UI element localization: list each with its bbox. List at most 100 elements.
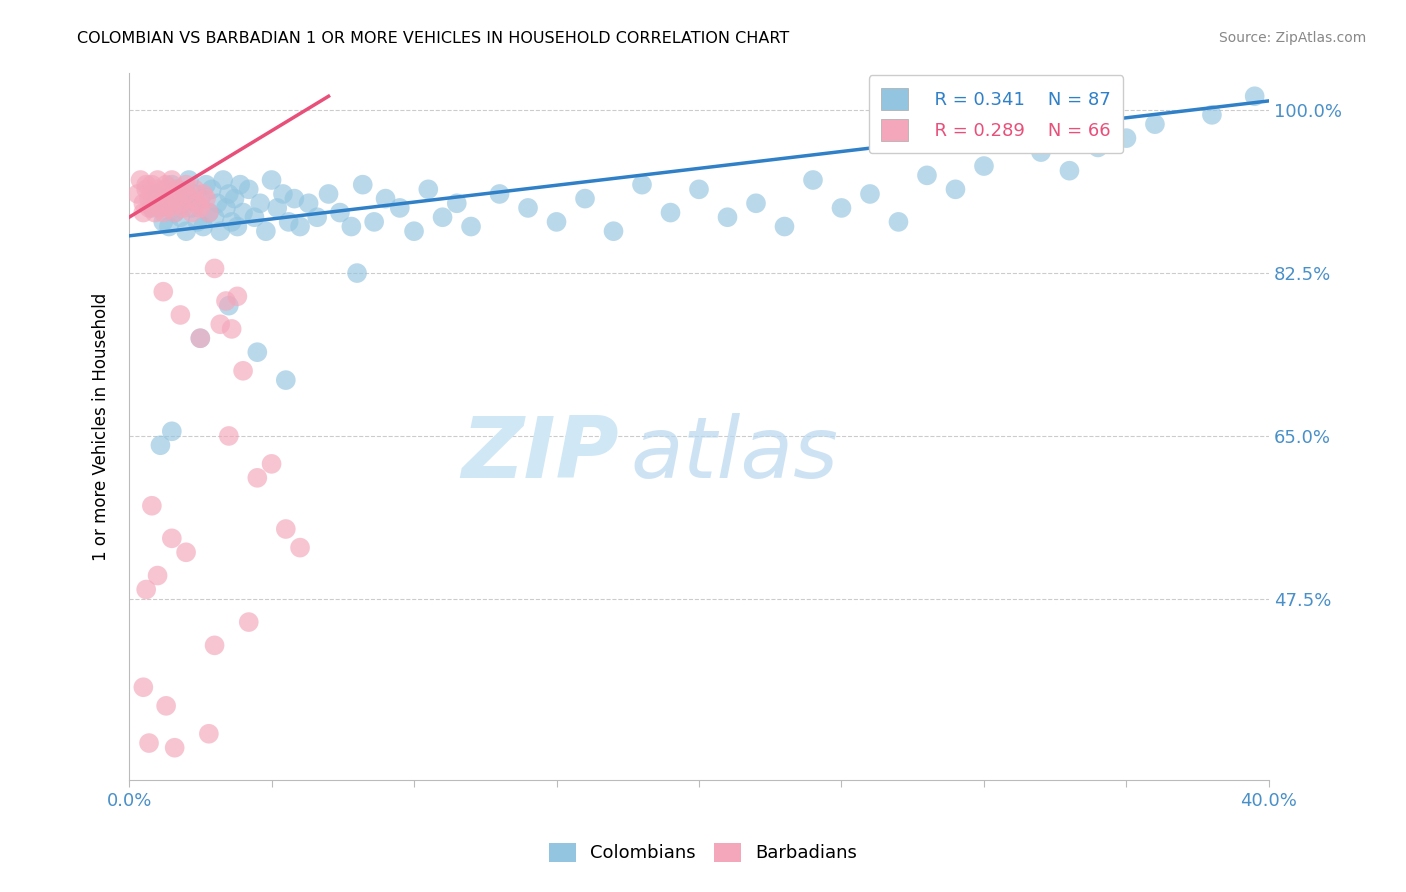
Point	[446, 196, 468, 211]
Point	[163, 192, 186, 206]
Point	[246, 345, 269, 359]
Point	[198, 205, 221, 219]
Point	[229, 178, 252, 192]
Point	[221, 322, 243, 336]
Point	[174, 545, 197, 559]
Point	[160, 178, 183, 192]
Point	[143, 192, 166, 206]
Point	[1059, 163, 1081, 178]
Text: COLOMBIAN VS BARBADIAN 1 OR MORE VEHICLES IN HOUSEHOLD CORRELATION CHART: COLOMBIAN VS BARBADIAN 1 OR MORE VEHICLE…	[77, 31, 790, 46]
Point	[201, 182, 224, 196]
Point	[152, 192, 174, 206]
Point	[859, 186, 882, 201]
Point	[232, 364, 254, 378]
Point	[346, 266, 368, 280]
Point	[232, 205, 254, 219]
Point	[163, 205, 186, 219]
Point	[260, 173, 283, 187]
Point	[887, 215, 910, 229]
Point	[274, 522, 297, 536]
Point	[215, 293, 238, 308]
Point	[830, 201, 852, 215]
Point	[517, 201, 540, 215]
Point	[271, 186, 294, 201]
Point	[218, 429, 240, 443]
Point	[141, 186, 163, 201]
Point	[340, 219, 363, 234]
Point	[243, 211, 266, 225]
Point	[318, 186, 340, 201]
Point	[307, 211, 329, 225]
Point	[249, 196, 271, 211]
Point	[146, 182, 169, 196]
Point	[277, 215, 299, 229]
Point	[166, 182, 188, 196]
Point	[212, 173, 235, 187]
Point	[155, 192, 177, 206]
Point	[204, 638, 226, 652]
Text: Source: ZipAtlas.com: Source: ZipAtlas.com	[1219, 31, 1367, 45]
Point	[288, 219, 311, 234]
Point	[1115, 131, 1137, 145]
Point	[160, 186, 183, 201]
Point	[221, 215, 243, 229]
Point	[363, 215, 385, 229]
Point	[157, 219, 180, 234]
Point	[574, 192, 596, 206]
Point	[193, 219, 215, 234]
Point	[183, 186, 205, 201]
Point	[374, 192, 396, 206]
Point	[207, 196, 229, 211]
Point	[163, 205, 186, 219]
Text: atlas: atlas	[631, 413, 838, 497]
Point	[132, 196, 155, 211]
Point	[166, 182, 188, 196]
Point	[174, 186, 197, 201]
Point	[773, 219, 796, 234]
Point	[801, 173, 824, 187]
Point	[288, 541, 311, 555]
Point	[266, 201, 288, 215]
Point	[488, 186, 510, 201]
Point	[209, 318, 232, 332]
Point	[1143, 117, 1166, 131]
Point	[283, 192, 305, 206]
Text: ZIP: ZIP	[461, 413, 619, 497]
Point	[745, 196, 768, 211]
Point	[915, 169, 938, 183]
Point	[388, 201, 411, 215]
Point	[188, 192, 211, 206]
Point	[135, 178, 157, 192]
Point	[138, 201, 160, 215]
Point	[146, 568, 169, 582]
Point	[329, 205, 352, 219]
Point	[163, 740, 186, 755]
Point	[135, 582, 157, 597]
Point	[155, 698, 177, 713]
Point	[141, 178, 163, 192]
Point	[152, 205, 174, 219]
Point	[418, 182, 440, 196]
Point	[149, 201, 172, 215]
Point	[945, 182, 967, 196]
Point	[238, 182, 260, 196]
Point	[174, 224, 197, 238]
Point	[180, 205, 202, 219]
Point	[169, 211, 191, 225]
Point	[169, 196, 191, 211]
Point	[183, 182, 205, 196]
Point	[198, 205, 221, 219]
Point	[174, 178, 197, 192]
Point	[246, 471, 269, 485]
Point	[160, 425, 183, 439]
Point	[132, 680, 155, 694]
Point	[631, 178, 654, 192]
Point	[297, 196, 319, 211]
Point	[180, 201, 202, 215]
Point	[141, 201, 163, 215]
Point	[204, 261, 226, 276]
Point	[138, 736, 160, 750]
Point	[973, 159, 995, 173]
Point	[155, 178, 177, 192]
Legend: Colombians, Barbadians: Colombians, Barbadians	[541, 836, 865, 870]
